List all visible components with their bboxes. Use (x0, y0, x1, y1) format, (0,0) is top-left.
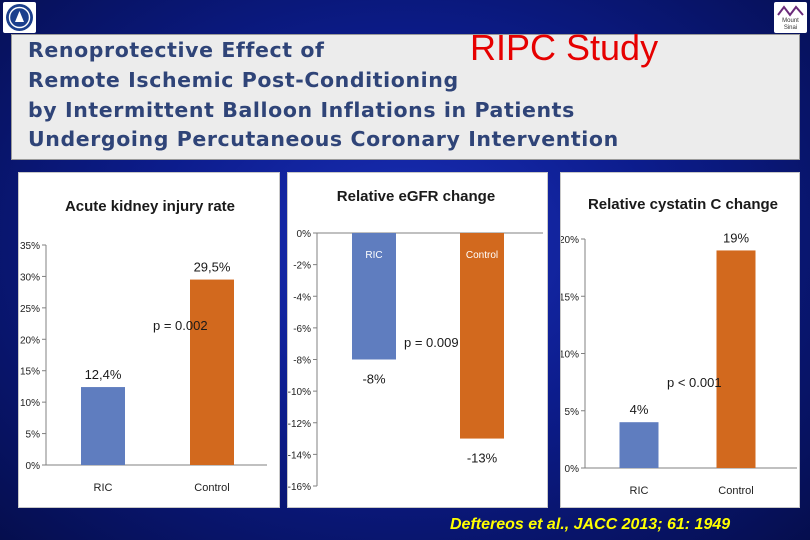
value-label: 4% (630, 402, 649, 417)
y-tick-label: -8% (293, 356, 311, 367)
y-tick-label: 20% (20, 335, 40, 346)
study-badge: RIPC Study (470, 27, 659, 68)
university-seal-icon (6, 4, 33, 31)
p-value-annotation: p < 0.001 (667, 375, 722, 390)
header-banner: Renoprotective Effect of Remote Ischemic… (11, 34, 800, 160)
y-tick-label: 15% (561, 292, 579, 303)
bar-ric (619, 422, 659, 468)
category-label: RIC (365, 250, 382, 261)
y-tick-label: -6% (293, 324, 311, 335)
y-tick-label: -10% (288, 387, 311, 398)
citation: Deftereos et al., JACC 2013; 61: 1949 (450, 516, 731, 533)
chart-title: Relative cystatin C change (588, 196, 778, 213)
mount-sinai-logo-icon: Mount Sinai (777, 5, 804, 31)
category-label: Control (466, 250, 498, 261)
y-tick-label: -2% (293, 261, 311, 272)
bar-control (716, 250, 756, 468)
y-tick-label: 0% (565, 464, 580, 475)
chart-acute-kidney-injury: Acute kidney injury rate 0% 5% 10% 15% 20% 25%… (18, 172, 280, 508)
category-label: Control (194, 482, 229, 494)
y-tick-label: 10% (561, 350, 579, 361)
chart-egfr-change: Relative eGFR change 0% -2% -4% -6% -8% -10% -1… (287, 172, 548, 508)
chart-title: Relative eGFR change (337, 188, 495, 205)
bar-control (190, 279, 234, 465)
y-tick-label: 30% (20, 272, 40, 283)
header-line-1: Renoprotective Effect of (28, 38, 325, 62)
university-seal-logo (3, 2, 36, 33)
y-tick-label: 0% (26, 461, 41, 472)
y-tick-label: 10% (20, 398, 40, 409)
y-tick-label: -16% (288, 482, 311, 493)
bar-control (460, 233, 504, 439)
bar-ric (81, 387, 125, 465)
chart-cystatin-change: Relative cystatin C change 0% 5% 10% 15% 20% R… (560, 172, 800, 508)
p-value-annotation: p = 0.009 (404, 335, 459, 350)
chart-svg: Relative eGFR change 0% -2% -4% -6% -8% -10% -1… (288, 188, 543, 493)
y-tick-label: -4% (293, 292, 311, 303)
value-label: -13% (467, 451, 498, 466)
y-tick-label: 0% (297, 229, 312, 240)
y-tick-label: 35% (20, 241, 40, 252)
y-tick-label: 15% (20, 367, 40, 378)
y-tick-label: 25% (20, 304, 40, 315)
value-label: 29,5% (194, 260, 231, 275)
logo-text-line-1: Mount (782, 18, 799, 24)
chart-svg: Relative cystatin C change 0% 5% 10% 15% 20% R… (561, 196, 797, 497)
header-line-3: by Intermittent Balloon Inflations in Pa… (28, 98, 575, 122)
category-label: RIC (630, 485, 649, 497)
value-label: 19% (723, 230, 749, 245)
category-label: RIC (94, 482, 113, 494)
p-value-annotation: p = 0.002 (153, 318, 208, 333)
y-tick-label: 5% (26, 430, 41, 441)
y-tick-label: 20% (561, 235, 579, 246)
value-label: 12,4% (85, 367, 122, 382)
y-tick-label: -14% (288, 450, 311, 461)
bar-ric (352, 233, 396, 360)
chart-svg: Acute kidney injury rate 0% 5% 10% 15% 20% 25%… (20, 198, 267, 494)
header-line-4: Undergoing Percutaneous Coronary Interve… (28, 127, 619, 151)
value-label: -8% (362, 372, 386, 387)
category-label: Control (718, 485, 753, 497)
y-tick-label: 5% (565, 407, 580, 418)
chart-title: Acute kidney injury rate (65, 198, 235, 215)
logo-text-line-2: Sinai (784, 25, 797, 31)
mount-sinai-logo: Mount Sinai (774, 2, 807, 33)
y-tick-label: -12% (288, 419, 311, 430)
header-line-2: Remote Ischemic Post-Conditioning (28, 68, 459, 92)
